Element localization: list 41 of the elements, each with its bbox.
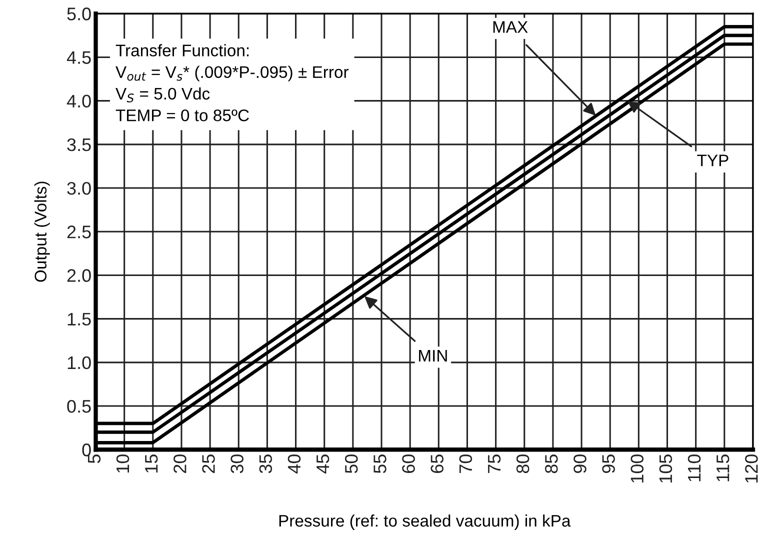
annotation: MAX [493, 21, 528, 33]
annotation: MIN [419, 350, 447, 362]
x-tick-label: 50 [344, 454, 358, 474]
x-tick-label: 60 [402, 454, 415, 473]
y-tick-label: 0.5 [67, 400, 91, 413]
x-tick-label: 70 [459, 454, 472, 473]
x-tick-label: 120 [745, 454, 758, 483]
y-tick-label: 5.0 [67, 8, 91, 20]
x-tick-label: 75 [488, 454, 501, 473]
x-tick-label: 35 [259, 454, 272, 474]
x-tick-label: 10 [116, 454, 130, 472]
y-axis-title: Output (Volts) [34, 182, 50, 282]
x-tick-label: 15 [145, 454, 158, 472]
y-tick-label: 2.5 [67, 226, 91, 238]
x-tick-label: 65 [430, 454, 444, 473]
annotation: TYP [697, 154, 728, 166]
x-tick-label: 45 [316, 454, 330, 474]
x-tick-label: 95 [602, 454, 615, 474]
x-tick-label: 110 [688, 454, 701, 482]
x-tick-label: 90 [574, 454, 586, 474]
y-tick-label: 4.5 [66, 51, 91, 64]
x-tick-label: 100 [630, 454, 644, 483]
y-tick-label: 3.0 [67, 182, 91, 195]
x-tick-label: 5 [88, 454, 101, 464]
x-tick-label: 40 [288, 454, 301, 474]
x-tick-label: 80 [516, 454, 530, 474]
y-tick-label: 1.5 [68, 312, 91, 326]
x-tick-label: 85 [545, 454, 558, 474]
x-tick-label: 105 [659, 454, 672, 483]
y-tick-label: 1.0 [68, 356, 91, 370]
y-tick-label: 2.0 [67, 269, 91, 282]
y-tick-label: 3.5 [67, 138, 91, 152]
x-tick-label: 115 [716, 454, 730, 482]
x-tick-label: 55 [374, 454, 386, 474]
y-tick-label: 0 [82, 444, 91, 456]
y-tick-label: 4.0 [66, 94, 91, 108]
x-tick-label: 30 [230, 454, 244, 474]
x-tick-label: 20 [174, 454, 186, 473]
x-tick-label: 25 [202, 454, 215, 473]
text: Transfer Function: V$_{out}$ = V$_{s}$* (.009*P-.095) ± Error V$_{S}$ = 5.0 Vdc TEMP = 0 to 85ºC [116, 44, 349, 122]
x-axis-title: Pressure (ref: to sealed vacuum) in kPa [279, 514, 571, 530]
